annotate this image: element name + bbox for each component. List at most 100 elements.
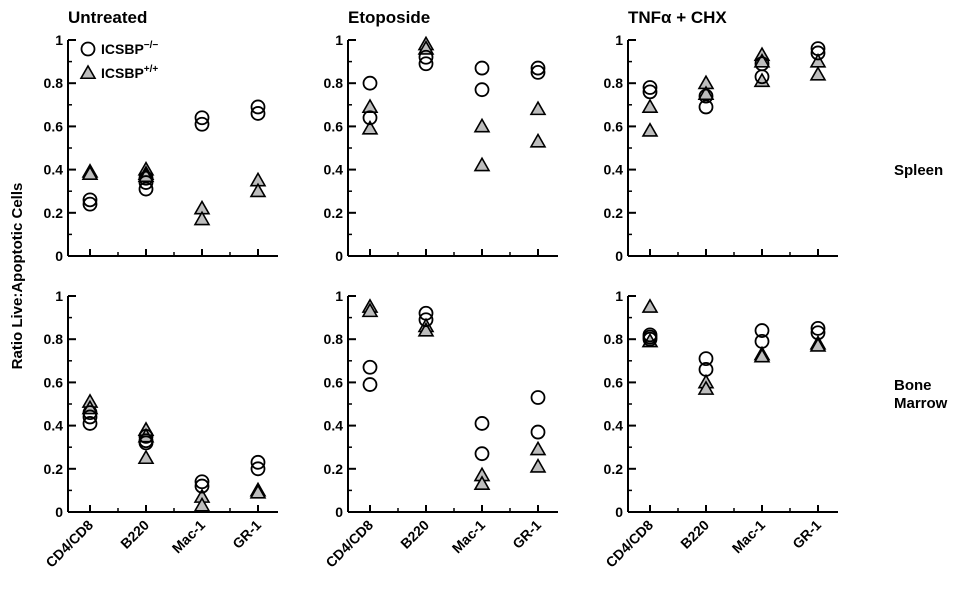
data-point-triangle — [361, 302, 379, 318]
data-point-circle — [194, 110, 210, 126]
data-point-circle — [138, 428, 154, 444]
y-tick-label: 0.2 — [324, 461, 344, 477]
data-point-circle — [250, 461, 266, 477]
data-point-circle — [810, 320, 826, 336]
y-tick-label: 1 — [335, 32, 343, 48]
y-tick-label: 0.2 — [44, 461, 64, 477]
panel-2: 0 0.2 0.4 0.6 0.8 1 Etoposide — [324, 8, 558, 264]
data-point-circle — [754, 333, 770, 349]
y-tick-label: 1 — [615, 288, 623, 304]
y-tick-label: 0.8 — [604, 75, 624, 91]
data-point-triangle — [641, 98, 659, 114]
data-point-triangle — [529, 440, 547, 456]
y-tick-label: 1 — [55, 288, 63, 304]
legend-triangle-marker — [79, 64, 97, 80]
data-point-circle — [82, 405, 98, 421]
data-point-circle — [138, 435, 154, 451]
row-label-spleen: Spleen — [894, 162, 943, 179]
x-category-label: CD4/CD8 — [42, 517, 96, 571]
data-point-triangle — [529, 100, 547, 116]
data-point-triangle — [473, 156, 491, 172]
data-point-circle — [194, 116, 210, 132]
panel-title: TNFα + CHX — [628, 8, 727, 27]
data-point-triangle — [193, 496, 211, 512]
data-point-circle — [82, 416, 98, 431]
data-point-circle — [418, 49, 434, 65]
data-point-circle — [530, 390, 546, 405]
y-tick-label: 0 — [615, 248, 623, 264]
y-tick-label: 0.8 — [604, 331, 624, 347]
data-point-circle — [698, 351, 714, 367]
y-tick-label: 0.2 — [324, 205, 344, 221]
y-tick-label: 0.6 — [44, 374, 64, 390]
panel-4: 0 0.2 0.4 0.6 0.8 1 CD4/CD8 B220 Mac-1 GR-1 — [42, 288, 278, 570]
y-tick-label: 0.4 — [604, 418, 624, 434]
y-tick-label: 0.2 — [604, 205, 624, 221]
data-point-circle — [82, 196, 98, 212]
row-label-bone-marrow: Bone Marrow — [894, 377, 948, 412]
panel-title: Untreated — [68, 8, 147, 27]
y-tick-label: 0.8 — [324, 75, 344, 91]
legend: ICSBP−/− ICSBP+/+ — [79, 40, 158, 81]
data-point-triangle — [809, 337, 827, 352]
data-point-triangle — [473, 475, 491, 490]
data-point-triangle — [81, 165, 99, 180]
data-point-circle — [362, 75, 378, 91]
data-point-circle — [698, 362, 714, 377]
x-category-label: GR-1 — [229, 517, 264, 552]
data-point-triangle — [417, 321, 435, 337]
y-tick-label: 1 — [55, 32, 63, 48]
data-point-triangle — [641, 122, 659, 137]
data-point-circle — [418, 56, 434, 72]
x-category-label: Mac-1 — [169, 517, 209, 557]
data-point-circle — [642, 331, 658, 347]
y-tick-label: 0.8 — [44, 331, 64, 347]
y-tick-label: 0 — [55, 504, 63, 520]
data-point-circle — [642, 80, 658, 95]
x-category-label: B220 — [397, 517, 432, 552]
data-point-circle — [810, 45, 826, 61]
y-tick-label: 0.6 — [604, 118, 624, 134]
x-category-label: CD4/CD8 — [602, 517, 656, 571]
x-category-label: B220 — [677, 517, 712, 552]
y-tick-label: 0.4 — [604, 162, 624, 178]
data-point-circle — [810, 41, 826, 57]
legend-circle-marker — [80, 41, 96, 57]
y-tick-label: 0.8 — [44, 75, 64, 91]
data-point-circle — [418, 312, 434, 328]
data-point-circle — [194, 474, 210, 490]
panel-3: 0 0.2 0.4 0.6 0.8 1 TNFα + CHX — [604, 8, 838, 264]
data-point-triangle — [193, 210, 211, 226]
data-point-circle — [698, 99, 714, 115]
y-tick-label: 0.6 — [324, 374, 344, 390]
legend-label: ICSBP+/+ — [101, 64, 158, 81]
data-point-triangle — [249, 483, 267, 499]
data-point-triangle — [529, 458, 547, 473]
data-point-circle — [754, 323, 770, 338]
y-tick-label: 0.4 — [324, 418, 344, 434]
y-tick-label: 1 — [335, 288, 343, 304]
data-point-circle — [138, 170, 154, 186]
data-point-triangle — [697, 85, 715, 101]
x-category-label: GR-1 — [509, 517, 544, 552]
data-point-circle — [138, 175, 154, 190]
data-point-circle — [474, 60, 490, 76]
data-point-triangle — [697, 380, 715, 395]
data-point-circle — [810, 325, 826, 341]
panel-6: 0 0.2 0.4 0.6 0.8 1 CD4/CD8 B220 Mac-1 GR-1 — [602, 288, 838, 570]
data-point-triangle — [753, 347, 771, 363]
data-point-circle — [194, 478, 210, 494]
data-point-circle — [138, 181, 154, 197]
data-point-circle — [754, 69, 770, 85]
data-point-circle — [530, 60, 546, 76]
data-point-triangle — [753, 52, 771, 68]
y-tick-label: 0.6 — [324, 118, 344, 134]
x-category-label: CD4/CD8 — [322, 517, 376, 571]
data-point-circle — [530, 424, 546, 440]
panel-1: 0 0.2 0.4 0.6 0.8 1 Untreated — [44, 8, 278, 264]
data-point-triangle — [137, 449, 155, 465]
y-tick-label: 0.4 — [44, 162, 64, 178]
data-point-circle — [250, 99, 266, 115]
